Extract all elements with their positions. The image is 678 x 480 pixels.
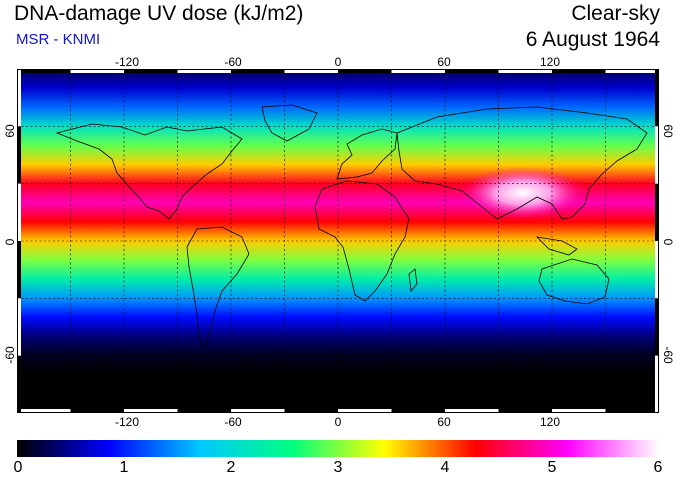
lon-tick-bottom: 0 bbox=[334, 415, 342, 429]
lon-tick-top: -120 bbox=[114, 55, 140, 69]
lat-tick-left: 0 bbox=[3, 238, 17, 246]
sky-condition-label: Clear-sky bbox=[571, 2, 660, 25]
coastline-australia bbox=[538, 258, 610, 305]
lat-tick-right: -60 bbox=[661, 346, 675, 364]
colorbar-label: 5 bbox=[547, 459, 557, 476]
colorbar-label: 3 bbox=[333, 459, 343, 476]
lat-tick-left: 60 bbox=[3, 124, 17, 138]
border-outline bbox=[17, 69, 659, 413]
uv-dose-map bbox=[17, 69, 659, 413]
map-border bbox=[17, 69, 659, 413]
uv-hotspot-asia bbox=[461, 167, 585, 219]
coastlines bbox=[55, 104, 648, 348]
lon-tick-top: 0 bbox=[334, 55, 342, 69]
source-label: MSR - KNMI bbox=[16, 31, 101, 48]
chart-title: DNA-damage UV dose (kJ/m2) bbox=[14, 2, 304, 25]
coastline-south-america bbox=[186, 226, 250, 348]
colorbar-label: 0 bbox=[13, 459, 23, 476]
lat-tick-right: 60 bbox=[661, 124, 675, 138]
colorbar-label: 6 bbox=[653, 459, 663, 476]
border-right bbox=[655, 69, 659, 413]
lon-tick-bottom: -120 bbox=[114, 415, 140, 429]
coastline-asia bbox=[396, 106, 648, 220]
colorbar-label: 4 bbox=[440, 459, 450, 476]
date-label: 6 August 1964 bbox=[525, 28, 660, 51]
border-left bbox=[17, 69, 21, 413]
colorbar bbox=[17, 440, 659, 457]
lat-tick-left: -60 bbox=[3, 346, 17, 364]
lon-tick-bottom: 120 bbox=[539, 415, 561, 429]
border-top bbox=[17, 69, 659, 73]
coastline-indonesia bbox=[535, 236, 578, 256]
colorbar-fill bbox=[17, 440, 659, 457]
coastline-africa bbox=[314, 180, 410, 302]
lat-tick-right: 0 bbox=[661, 238, 675, 246]
graticule bbox=[17, 69, 659, 413]
colorbar-label: 2 bbox=[226, 459, 236, 476]
coastline-greenland bbox=[261, 104, 318, 142]
coastline-europe bbox=[336, 128, 398, 180]
lon-tick-top: -60 bbox=[224, 55, 242, 69]
lon-tick-bottom: 60 bbox=[437, 415, 451, 429]
border-bottom bbox=[17, 409, 659, 413]
lon-tick-bottom: -60 bbox=[224, 415, 242, 429]
coastline-madagascar bbox=[408, 268, 418, 292]
colorbar-label: 1 bbox=[119, 459, 129, 476]
coastline-north-america bbox=[55, 123, 243, 220]
lon-tick-top: 120 bbox=[539, 55, 561, 69]
lon-tick-top: 60 bbox=[437, 55, 451, 69]
